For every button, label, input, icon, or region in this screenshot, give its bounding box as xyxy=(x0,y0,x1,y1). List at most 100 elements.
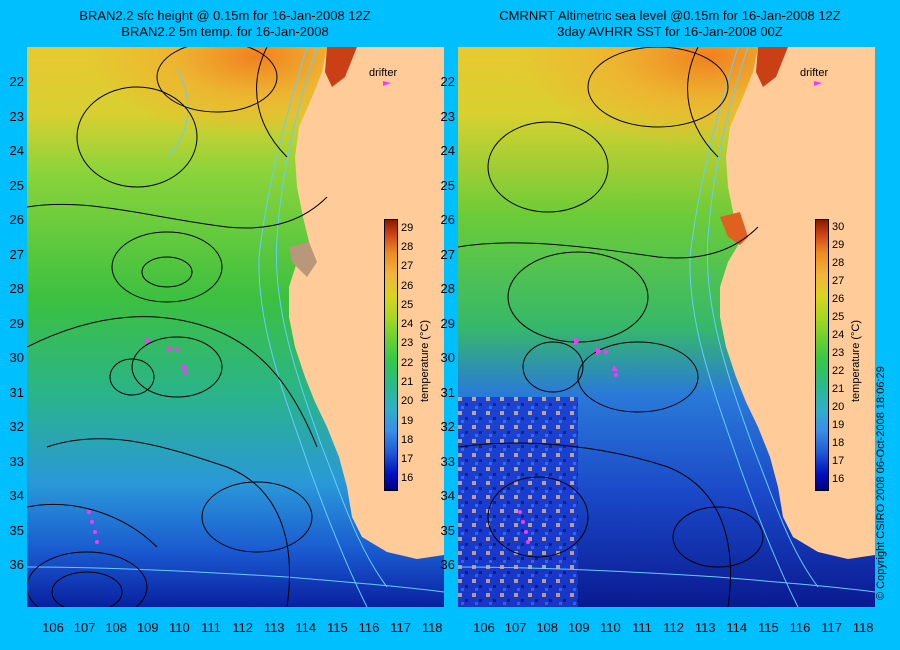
longitude-tick: 111 xyxy=(632,620,652,635)
latitude-tick: 36 xyxy=(440,557,455,572)
longitude-tick: 117 xyxy=(390,620,411,635)
latitude-tick: 31 xyxy=(9,384,24,400)
left-panel-title: BRAN2.2 sfc height @ 0.15m for 16-Jan-20… xyxy=(30,8,420,40)
latitude-tick: 35 xyxy=(440,522,455,538)
colorbar-tick: 24 xyxy=(401,318,414,331)
left-title-line2: BRAN2.2 5m temp. for 16-Jan-2008 xyxy=(121,24,329,39)
colorbar-tick: 25 xyxy=(401,298,414,311)
colorbar-tick: 22 xyxy=(401,356,414,369)
drifter-tracks xyxy=(87,81,391,544)
longitude-tick: 113 xyxy=(263,620,285,635)
longitude-tick: 108 xyxy=(536,620,559,635)
latitude-tick: 30 xyxy=(440,350,455,365)
latitude-tick: 29 xyxy=(440,315,455,331)
left-title-line1: BRAN2.2 sfc height @ 0.15m for 16-Jan-20… xyxy=(79,8,371,23)
colorbar-tick: 23 xyxy=(832,347,845,359)
colorbar-tick: 17 xyxy=(401,453,414,466)
right-title-line1: CMRNRT Altimetric sea level @0.15m for 1… xyxy=(499,8,841,23)
land-mass xyxy=(289,47,444,559)
copyright-notice: © Copyright CSIRO 2008 06-Oct-2008 18:06… xyxy=(875,366,887,600)
colorbar-tick: 30 xyxy=(832,221,845,233)
right-colorbar-label: temperature (°C) xyxy=(850,319,862,402)
latitude-tick: 27 xyxy=(440,246,455,262)
longitude-tick: 107 xyxy=(73,620,96,635)
latitude-tick: 35 xyxy=(9,522,24,538)
longitude-tick: 106 xyxy=(473,620,495,635)
longitude-tick: 117 xyxy=(821,620,842,635)
right-colorbar xyxy=(815,219,829,491)
longitude-tick: 116 xyxy=(789,620,811,635)
colorbar-tick: 16 xyxy=(401,472,414,485)
longitude-tick: 109 xyxy=(567,620,590,635)
colorbar-tick: 27 xyxy=(832,275,845,287)
right-panel-title: CMRNRT Altimetric sea level @0.15m for 1… xyxy=(450,8,890,40)
latitude-tick: 22 xyxy=(440,74,455,89)
longitude-tick: 110 xyxy=(600,620,621,635)
latitude-tick: 26 xyxy=(9,212,24,227)
left-colorbar xyxy=(384,219,398,491)
colorbar-tick: 18 xyxy=(832,437,845,449)
longitude-tick: 116 xyxy=(358,620,380,635)
cloud-masked-region xyxy=(458,397,578,607)
colorbar-tick: 19 xyxy=(401,414,414,427)
longitude-tick: 107 xyxy=(504,620,527,635)
colorbar-tick: 28 xyxy=(832,257,845,269)
latitude-tick: 27 xyxy=(9,246,24,262)
colorbar-tick: 27 xyxy=(401,260,414,273)
left-drifter-label: drifter xyxy=(369,67,398,79)
latitude-tick: 36 xyxy=(9,557,24,572)
latitude-tick: 28 xyxy=(9,281,24,296)
longitude-tick: 114 xyxy=(295,620,317,635)
colorbar-tick: 20 xyxy=(401,395,414,408)
longitude-tick: 118 xyxy=(852,620,874,635)
left-map-svg xyxy=(27,47,444,607)
right-map-panel: drifter 30 29 28 27 26 25 24 23 22 21 20 19 18 17 16 t… xyxy=(458,47,875,607)
colorbar-tick: 21 xyxy=(401,375,414,388)
latitude-tick: 23 xyxy=(440,108,455,124)
colorbar-tick: 23 xyxy=(401,337,414,350)
latitude-tick: 22 xyxy=(9,74,24,89)
latitude-tick: 30 xyxy=(9,350,24,365)
longitude-tick: 112 xyxy=(663,620,684,635)
colorbar-tick: 26 xyxy=(832,293,845,305)
colorbar-tick: 21 xyxy=(832,383,845,395)
latitude-tick: 33 xyxy=(9,453,24,469)
longitude-tick: 108 xyxy=(105,620,128,635)
hot-coastal-water xyxy=(325,47,357,87)
right-title-line2: 3day AVHRR SST for 16-Jan-2008 00Z xyxy=(557,24,783,39)
longitude-tick: 109 xyxy=(136,620,159,635)
right-drifter-label: drifter xyxy=(800,67,829,79)
longitude-tick: 106 xyxy=(42,620,64,635)
latitude-tick: 33 xyxy=(440,453,455,469)
colorbar-tick: 24 xyxy=(832,329,845,341)
colorbar-tick: 29 xyxy=(401,221,414,234)
latitude-tick: 34 xyxy=(9,488,24,503)
hot-coastal-water xyxy=(756,47,788,87)
colorbar-tick: 19 xyxy=(832,419,845,431)
colorbar-tick: 18 xyxy=(401,433,414,446)
island xyxy=(289,242,317,277)
latitude-tick: 32 xyxy=(440,419,455,434)
colorbar-tick: 28 xyxy=(401,240,414,253)
left-map-panel: drifter 29 28 27 26 25 24 23 22 21 20 19 18 17 16 tem… xyxy=(27,47,444,607)
latitude-tick: 25 xyxy=(9,177,24,193)
longitude-tick: 110 xyxy=(169,620,190,635)
latitude-tick: 29 xyxy=(9,315,24,331)
colorbar-tick: 20 xyxy=(832,401,845,413)
longitude-tick: 118 xyxy=(421,620,443,635)
longitude-tick: 112 xyxy=(232,620,253,635)
latitude-tick: 31 xyxy=(440,384,455,400)
right-map-svg xyxy=(458,47,875,607)
colorbar-tick: 29 xyxy=(832,239,845,251)
latitude-tick: 24 xyxy=(9,143,24,158)
colorbar-tick: 16 xyxy=(832,473,845,485)
colorbar-tick: 17 xyxy=(832,455,845,467)
latitude-tick: 26 xyxy=(440,212,455,227)
colorbar-tick: 25 xyxy=(832,311,845,323)
colorbar-tick: 22 xyxy=(832,365,845,377)
drifter-tracks xyxy=(518,81,822,544)
longitude-tick: 115 xyxy=(758,620,779,635)
latitude-tick: 23 xyxy=(9,108,24,124)
longitude-tick: 111 xyxy=(201,620,221,635)
warm-coastal-patch xyxy=(720,212,748,245)
